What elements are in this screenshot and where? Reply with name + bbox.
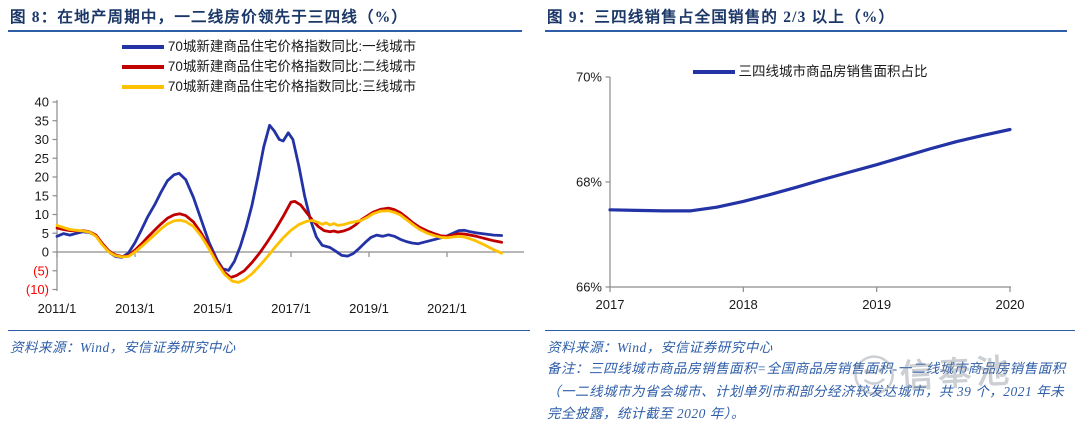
svg-text:68%: 68%	[576, 175, 602, 190]
svg-text:2015/1: 2015/1	[193, 301, 233, 316]
figure-9-source: 资料来源：Wind，安信证券研究中心	[547, 340, 773, 355]
svg-text:2020: 2020	[996, 297, 1025, 312]
price-index-yoy-chart: 40 35 30 25 20 15 10 5 0 (5) (10) 2011/1 2013/1 2015/…	[26, 95, 524, 316]
tier1-legend-label: 70城新建商品住宅价格指数同比:一线城市	[167, 39, 417, 54]
svg-text:0: 0	[42, 245, 49, 260]
svg-text:70%: 70%	[576, 70, 602, 85]
figure-8-source: 资料来源：Wind，安信证券研究中心	[10, 340, 236, 355]
legend-item-tier1: 70城新建商品住宅价格指数同比:一线城市	[121, 37, 417, 57]
figure-8-legend: 70城新建商品住宅价格指数同比:一线城市 70城新建商品住宅价格指数同比:二线城…	[8, 37, 530, 97]
legend-item-tier3: 70城新建商品住宅价格指数同比:三线城市	[121, 77, 417, 97]
tier34-share-line-swatch	[692, 70, 735, 74]
tier2-line-swatch	[121, 65, 164, 69]
svg-text:2019/1: 2019/1	[349, 301, 389, 316]
sales-area-share-chart: 70% 68% 66% 2017 2018 2019 2020	[576, 70, 1025, 313]
figure-9-note: 备注：三四线城市商品房销售面积=全国商品房销售面积-一二线城市商品房销售面积（一…	[547, 361, 1066, 422]
svg-text:10: 10	[35, 207, 49, 222]
tier2-legend-label: 70城新建商品住宅价格指数同比:二线城市	[167, 59, 417, 74]
svg-text:2013/1: 2013/1	[115, 301, 155, 316]
tier3-legend-label: 70城新建商品住宅价格指数同比:三线城市	[167, 79, 417, 94]
svg-text:15: 15	[35, 188, 49, 203]
figure-9-legend: 三四线城市商品房销售面积占比	[545, 62, 1075, 82]
svg-text:2017: 2017	[596, 297, 625, 312]
tier1-line-swatch	[121, 45, 164, 49]
svg-text:2021/1: 2021/1	[427, 301, 467, 316]
svg-text:30: 30	[35, 132, 49, 147]
svg-text:(5): (5)	[33, 263, 49, 278]
svg-text:35: 35	[35, 113, 49, 128]
tier3-line-swatch	[121, 85, 164, 89]
svg-text:2011/1: 2011/1	[38, 301, 77, 316]
legend-item-tier34-share: 三四线城市商品房销售面积占比	[692, 62, 928, 82]
figure-8-title-underline	[8, 30, 522, 32]
svg-text:2019: 2019	[862, 297, 891, 312]
figure-9-title: 图 9：三四线销售占全国销售的 2/3 以上（%）	[547, 9, 896, 26]
tier34-share-legend-label: 三四线城市商品房销售面积占比	[738, 64, 928, 79]
svg-text:66%: 66%	[576, 280, 602, 295]
svg-text:20: 20	[35, 170, 49, 185]
legend-item-tier2: 70城新建商品住宅价格指数同比:二线城市	[121, 57, 417, 77]
svg-text:40: 40	[35, 95, 49, 110]
svg-text:2018: 2018	[729, 297, 758, 312]
figure-9-title-underline	[545, 30, 1067, 32]
figure-9-panel: 图 9：三四线销售占全国销售的 2/3 以上（%） 三四线城市商品房销售面积占比…	[545, 0, 1075, 439]
figure-8-bottom-rule	[8, 330, 530, 331]
svg-text:2017/1: 2017/1	[271, 301, 311, 316]
figure-8-panel: 图 8：在地产周期中，一二线房价领先于三四线（%） 70城新建商品住宅价格指数同…	[8, 0, 530, 439]
svg-text:5: 5	[42, 226, 49, 241]
svg-text:(10): (10)	[26, 282, 49, 297]
svg-text:25: 25	[35, 151, 49, 166]
figure-8-title: 图 8：在地产周期中，一二线房价领先于三四线（%）	[10, 9, 409, 26]
figure-9-bottom-rule	[545, 330, 1075, 331]
